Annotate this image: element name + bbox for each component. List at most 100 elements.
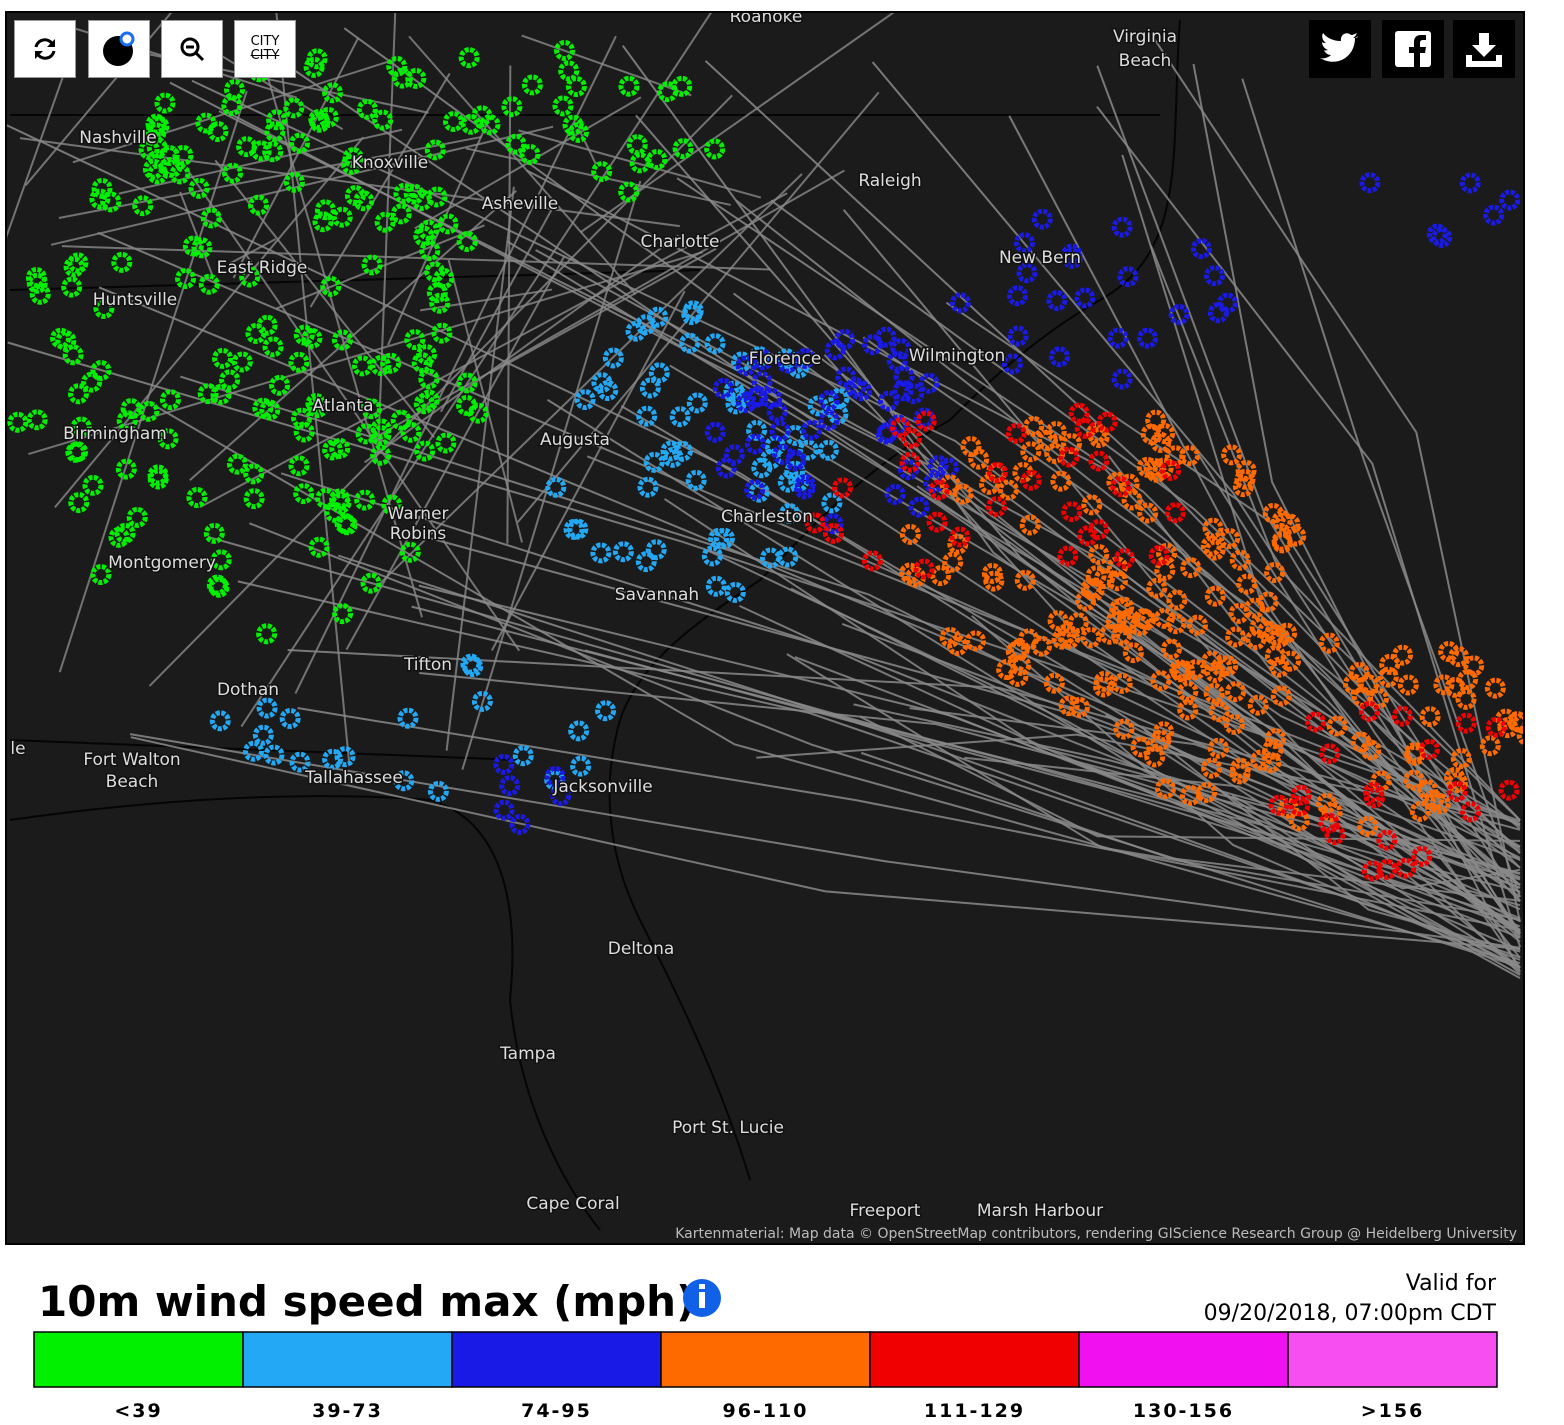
storm-marker [1154,559,1176,581]
storm-marker [82,474,104,496]
facebook-button[interactable] [1382,20,1444,78]
storm-marker [429,292,451,314]
storm-marker [1446,780,1468,802]
storm-marker [835,366,857,388]
city-label: Beach [1119,51,1172,71]
storm-marker [1264,561,1286,583]
storm-track [786,653,1521,921]
storm-marker [928,479,950,501]
storm-marker [175,268,197,290]
storm-marker [1010,654,1032,676]
city-label: Fort Walton [83,750,180,770]
storm-marker [1269,656,1291,678]
city-label: Port St. Lucie [672,1118,784,1138]
storm-marker [493,753,515,775]
storm-marker [1111,624,1133,646]
storm-track [282,62,1521,898]
city-label: New Bern [999,248,1081,268]
storm-marker [456,372,478,394]
storm-marker [169,163,191,185]
storm-marker [418,368,440,390]
storm-marker [90,360,112,382]
storm-marker [427,780,449,802]
storm-marker [1359,172,1381,194]
storm-marker [1236,573,1258,595]
storm-marker [1463,655,1485,677]
storm-marker [424,139,446,161]
storm-marker [1446,772,1468,794]
storm-marker [262,336,284,358]
storm-marker [705,575,727,597]
storm-marker [949,292,971,314]
city-label: Deltona [608,939,675,959]
city-label: Tifton [403,655,452,675]
city-toggle-button[interactable]: CITY CITY [234,20,296,78]
storm-marker [1005,422,1027,444]
storm-marker [1244,597,1266,619]
storm-marker [158,145,180,167]
storm-marker [1111,672,1133,694]
storm-marker [1106,471,1128,493]
storm-marker [404,329,426,351]
storm-track [790,587,1521,928]
storm-marker [1143,457,1165,479]
storm-marker [209,710,231,732]
city-label: Dothan [217,680,279,700]
city-label: Augusta [540,430,610,450]
storm-marker [501,96,523,118]
storm-marker [1379,653,1401,675]
storm-marker [1088,543,1110,565]
storm-marker [324,501,346,523]
storm-marker [456,230,478,252]
city-label: Tampa [499,1044,556,1064]
storm-marker [206,574,228,596]
storm-marker [725,393,747,415]
storm-marker [467,402,489,424]
storm-marker [405,67,427,89]
legend-label: 74-95 [521,1400,592,1422]
legend-swatch [33,1331,244,1388]
storm-marker [493,799,515,821]
storm-marker [1433,674,1455,696]
storm-marker [890,338,912,360]
storm-marker [289,751,311,773]
storm-marker [1516,725,1523,746]
storm-marker [1057,545,1079,567]
zoom-out-button[interactable] [161,20,223,78]
location-button[interactable] [88,20,150,78]
storm-marker [1020,469,1042,491]
storm-marker [115,458,137,480]
twitter-button[interactable] [1309,20,1371,78]
storm-track [1096,106,1521,948]
storm-marker [312,211,334,233]
storm-marker [1007,325,1029,347]
storm-marker [979,473,1001,495]
storm-marker [903,383,925,405]
storm-marker [743,387,765,409]
globe-icon [103,31,135,66]
storm-marker [400,421,422,443]
storm-marker [1148,544,1170,566]
download-button[interactable] [1453,20,1515,78]
storm-marker [386,55,408,77]
legend-label: <39 [114,1400,162,1422]
storm-marker [807,395,829,417]
city-label: Marsh Harbour [977,1201,1103,1221]
storm-marker [414,440,436,462]
storm-marker [892,380,914,402]
storm-marker [1459,172,1481,194]
storm-marker [334,746,356,768]
storm-marker [392,67,414,89]
storm-marker [1318,812,1340,834]
storm-marker [411,189,433,211]
city-label: Atlanta [313,396,374,416]
storm-marker [1448,646,1470,668]
storm-marker [981,562,1003,584]
refresh-button[interactable] [14,20,76,78]
storm-marker [1045,420,1067,442]
storm-marker [331,206,353,228]
city-label: Charlotte [641,232,720,252]
storm-track [129,733,1521,949]
storm-marker [1153,607,1175,629]
storm-track [909,707,1521,861]
